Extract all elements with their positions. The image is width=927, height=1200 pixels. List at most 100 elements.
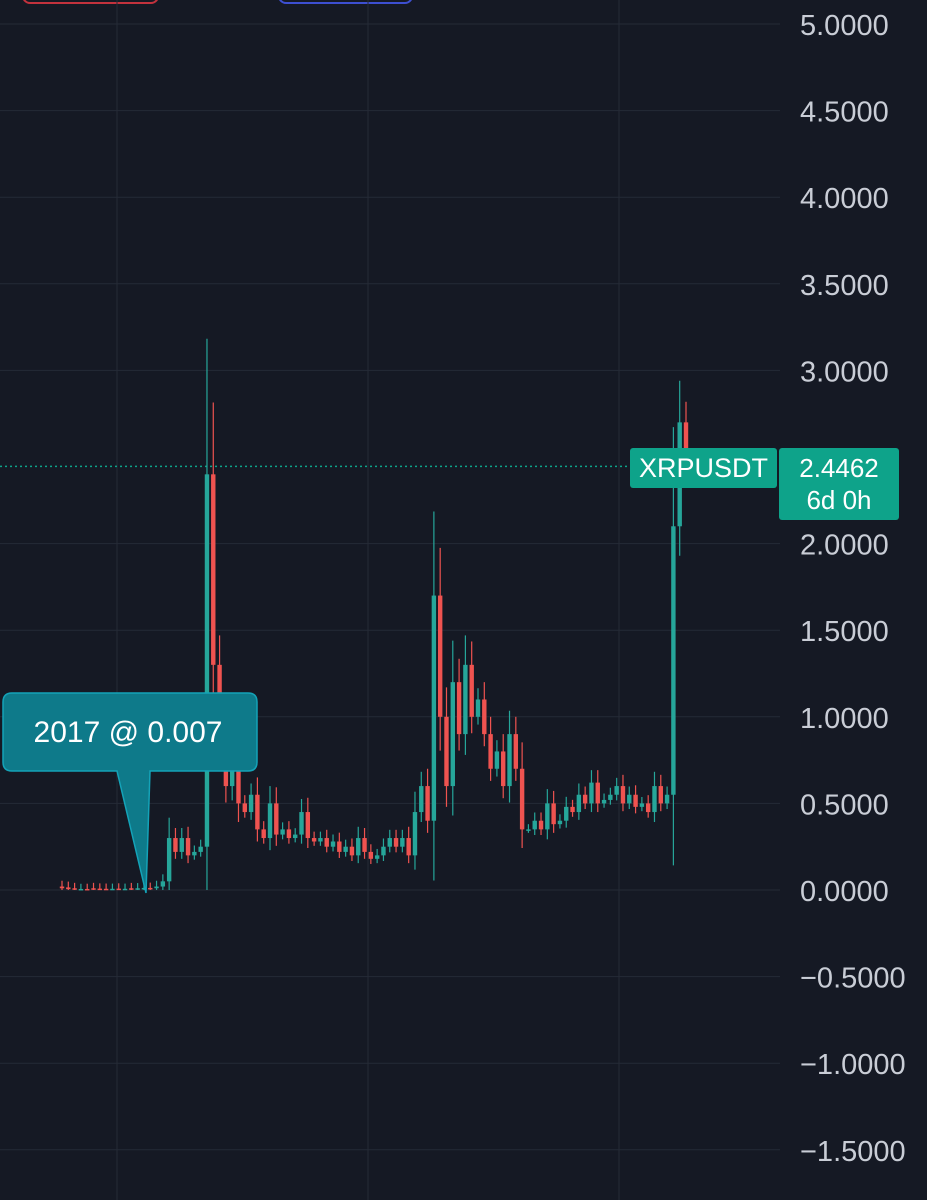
candle-body [532,820,537,830]
annotation-text: 2017 @ 0.007 [34,716,223,749]
candle-body [305,812,311,839]
price-tick-label: 1.5000 [800,616,889,648]
candle-body [280,829,285,835]
price-tick-label: 4.0000 [800,183,889,215]
candle-body [488,734,493,769]
candle-body [261,829,266,839]
candle-body [91,888,96,890]
last-price-value: 2.4462 [799,453,879,483]
candle-body [425,786,430,821]
price-tick-label: 3.5000 [800,270,889,302]
candle-body [463,664,468,735]
candle-body [179,838,184,852]
candle-body [633,794,638,807]
price-tick-label: 0.0000 [800,876,889,908]
candle-body [658,786,663,804]
candle-body [135,888,140,890]
candle-body [450,682,455,787]
price-tick-label: 3.0000 [800,356,889,388]
price-tick-label: −1.0000 [800,1049,906,1081]
candle-body [330,841,336,847]
last-price-badge: 2.4462 6d 0h [779,448,899,520]
candle-body [318,838,323,842]
candle-body [236,742,241,804]
candle-body [122,888,128,891]
candle-body [85,888,90,891]
candle-body [671,526,676,795]
price-tick-label: 2.0000 [800,530,889,562]
candle-body [469,664,474,717]
candle-body [242,803,247,813]
candle-body [513,734,519,769]
candle-body [166,838,172,882]
candle-body [356,838,361,856]
candle-body [456,682,462,735]
candle-body [211,474,216,665]
symbol-label: XRPUSDT [630,448,777,488]
bar-countdown: 6d 0h [806,485,872,515]
candle-body [293,834,298,839]
candle-body [362,838,367,852]
candle-body [595,782,600,804]
candle-body [519,768,525,830]
candle-body [198,846,203,852]
candle-body [286,829,292,839]
candle-body [374,855,380,859]
candle-body [482,699,487,735]
candle-body [526,829,531,831]
candle-body [129,888,134,890]
candle-body [614,786,619,795]
chart-grid [0,0,780,1200]
candle-body [551,803,556,825]
candle-body [72,888,77,890]
candle-body [683,422,689,467]
candle-body [387,838,392,847]
candle-body [78,888,84,891]
candle-body [59,886,65,889]
candle-body [173,838,178,852]
candle-body [274,803,279,835]
candle-body [494,751,500,769]
candle-body [148,887,153,890]
candle-body [141,887,147,890]
annotation-bubble [2,692,258,894]
candle-body [608,794,613,800]
price-tick-label: 0.5000 [800,789,889,821]
candle-body [639,803,645,807]
candle-body [204,474,210,847]
candle-body [299,812,304,835]
price-tick-label: 1.0000 [800,703,889,735]
candle-body [545,803,550,830]
candle-body [475,699,481,717]
candle-body [652,786,657,813]
candle-body [192,851,197,856]
candle-body [412,812,418,856]
price-tick-label: −1.5000 [800,1136,906,1168]
price-tick-label: −0.5000 [800,963,906,995]
candle-body [311,838,317,842]
candle-body [267,803,273,839]
candle-body [110,888,115,891]
candle-body [501,751,506,787]
candle-body [116,888,121,891]
candle-body [400,838,405,847]
candle-body [393,838,399,847]
candle-body [154,886,159,889]
candle-body [160,881,166,887]
candle-body [664,794,670,804]
candle-body [381,846,386,856]
candle-body [406,838,411,856]
candle-body [645,803,651,813]
candle-body [620,786,626,804]
candle-body [349,846,355,856]
candle-body [431,595,437,821]
candle-body [437,595,443,717]
candle-body [66,887,71,890]
candle-body [185,838,191,856]
candle-body [582,794,588,804]
candle-body [255,794,260,830]
candle-body [601,799,607,804]
candle-body [103,888,109,891]
candle-body [570,806,575,813]
